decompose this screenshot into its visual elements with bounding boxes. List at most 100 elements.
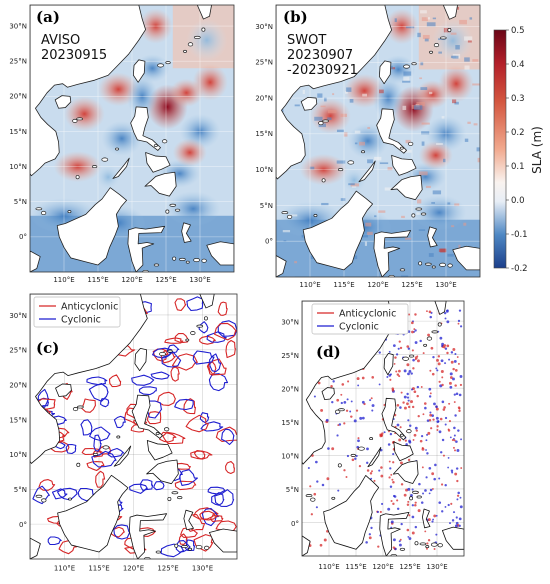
- eddy-contour: [170, 366, 180, 382]
- eddy-point: [373, 479, 376, 482]
- eddy-point: [370, 397, 373, 400]
- eddy-point: [410, 400, 413, 404]
- lat-tick-label: 20°N: [9, 93, 27, 101]
- eddy-point: [403, 369, 407, 373]
- panel-label-c: (c): [36, 339, 59, 357]
- eddy-point: [444, 483, 447, 487]
- islet: [305, 494, 313, 498]
- islet: [439, 36, 447, 40]
- eddy-point: [422, 413, 425, 416]
- eddy-point: [392, 502, 395, 506]
- eddy-point: [407, 487, 411, 491]
- eddy-point: [368, 536, 372, 540]
- swot-texture: [358, 235, 368, 238]
- swot-texture: [327, 117, 332, 121]
- land-mindanao: [392, 460, 419, 484]
- lon-tick-label: 120°E: [367, 281, 388, 289]
- lon-tick-label: 130°E: [435, 281, 456, 289]
- eddy-point: [395, 370, 398, 373]
- eddy-point: [389, 467, 392, 470]
- islet: [423, 343, 428, 347]
- land-asia: [302, 301, 395, 465]
- land-palawan: [112, 157, 130, 179]
- islet: [174, 543, 179, 548]
- eddy-point: [316, 480, 319, 483]
- islet: [68, 497, 72, 501]
- land-hainan: [54, 95, 72, 109]
- islet: [426, 336, 433, 341]
- eddy-contour: [184, 539, 196, 552]
- eddy-point: [398, 543, 402, 547]
- eddy-point: [459, 496, 462, 499]
- land-hainan: [300, 96, 318, 111]
- panel-a-annotation: 20230915: [41, 48, 107, 63]
- land-png: [441, 526, 464, 550]
- eddy-point: [366, 469, 370, 472]
- colorbar-ticks: 0.5 0.4 0.3 0.2 0.1 0.0 -0.1 -0.2: [506, 26, 528, 274]
- eddy-contour: [88, 382, 109, 402]
- eddy-point: [450, 360, 454, 364]
- eddy-contour: [160, 543, 185, 558]
- eddy-contour: [221, 428, 235, 446]
- islet: [155, 432, 160, 435]
- swot-texture: [418, 229, 426, 231]
- swot-texture: [436, 143, 443, 145]
- eddy-point: [458, 409, 461, 413]
- swot-texture: [458, 244, 461, 250]
- eddy-contour: [153, 481, 165, 491]
- eddy-point: [413, 433, 417, 437]
- islet: [185, 260, 190, 264]
- eddy-contour: [100, 398, 110, 408]
- land-png: [208, 528, 237, 553]
- swot-texture: [346, 87, 352, 92]
- eddy-point: [447, 503, 450, 507]
- islet: [321, 178, 326, 183]
- eddy-point: [411, 504, 414, 507]
- islet: [172, 256, 177, 261]
- panel-b-swot-map: 110°E 115°E 120°E 125°E 130°E 30°N 25°N 20°N 15°…: [255, 4, 481, 289]
- eddy-point: [407, 372, 410, 376]
- eddy-point: [441, 342, 445, 346]
- swot-texture: [365, 222, 372, 227]
- islet: [92, 452, 99, 456]
- swot-texture: [320, 105, 326, 108]
- land-visayas: [391, 154, 417, 176]
- land-palawan: [113, 445, 132, 467]
- eddy-contour: [138, 386, 157, 396]
- eddy-point: [410, 493, 413, 497]
- islet: [447, 28, 452, 33]
- islet: [165, 61, 171, 65]
- lat-tick-label: 25°N: [255, 59, 273, 67]
- islet: [431, 330, 439, 334]
- swot-texture: [420, 10, 427, 14]
- eddy-point: [434, 463, 437, 467]
- land-palawan: [358, 160, 376, 183]
- eddy-point: [415, 429, 418, 432]
- lat-tick-label: 25°N: [9, 58, 27, 66]
- lon-tick-label: 115°E: [333, 281, 354, 289]
- eddy-point: [368, 533, 371, 536]
- colorbar-tick-label: -0.1: [511, 230, 528, 240]
- eddy-point: [426, 433, 429, 436]
- eddy-contour: [65, 443, 77, 455]
- islet: [203, 545, 210, 550]
- swot-texture: [459, 19, 467, 25]
- islet: [193, 258, 200, 263]
- islet: [430, 542, 438, 547]
- eddy-point: [346, 454, 350, 458]
- lat-tick-label: 15°N: [255, 130, 273, 138]
- lat-tick-label: 15°N: [9, 416, 27, 424]
- islet: [418, 261, 423, 266]
- eddy-point: [411, 488, 414, 491]
- eddy-point: [350, 400, 353, 403]
- islet: [171, 491, 179, 495]
- eddy-point: [398, 369, 401, 373]
- eddy-point: [454, 414, 457, 417]
- eddy-point: [428, 492, 431, 495]
- islet: [167, 496, 172, 502]
- sla-anomaly: [340, 166, 368, 195]
- lon-tick-label: 125°E: [399, 563, 420, 571]
- islet: [338, 408, 345, 412]
- eddy-point: [458, 309, 462, 312]
- eddy-contour: [166, 344, 180, 354]
